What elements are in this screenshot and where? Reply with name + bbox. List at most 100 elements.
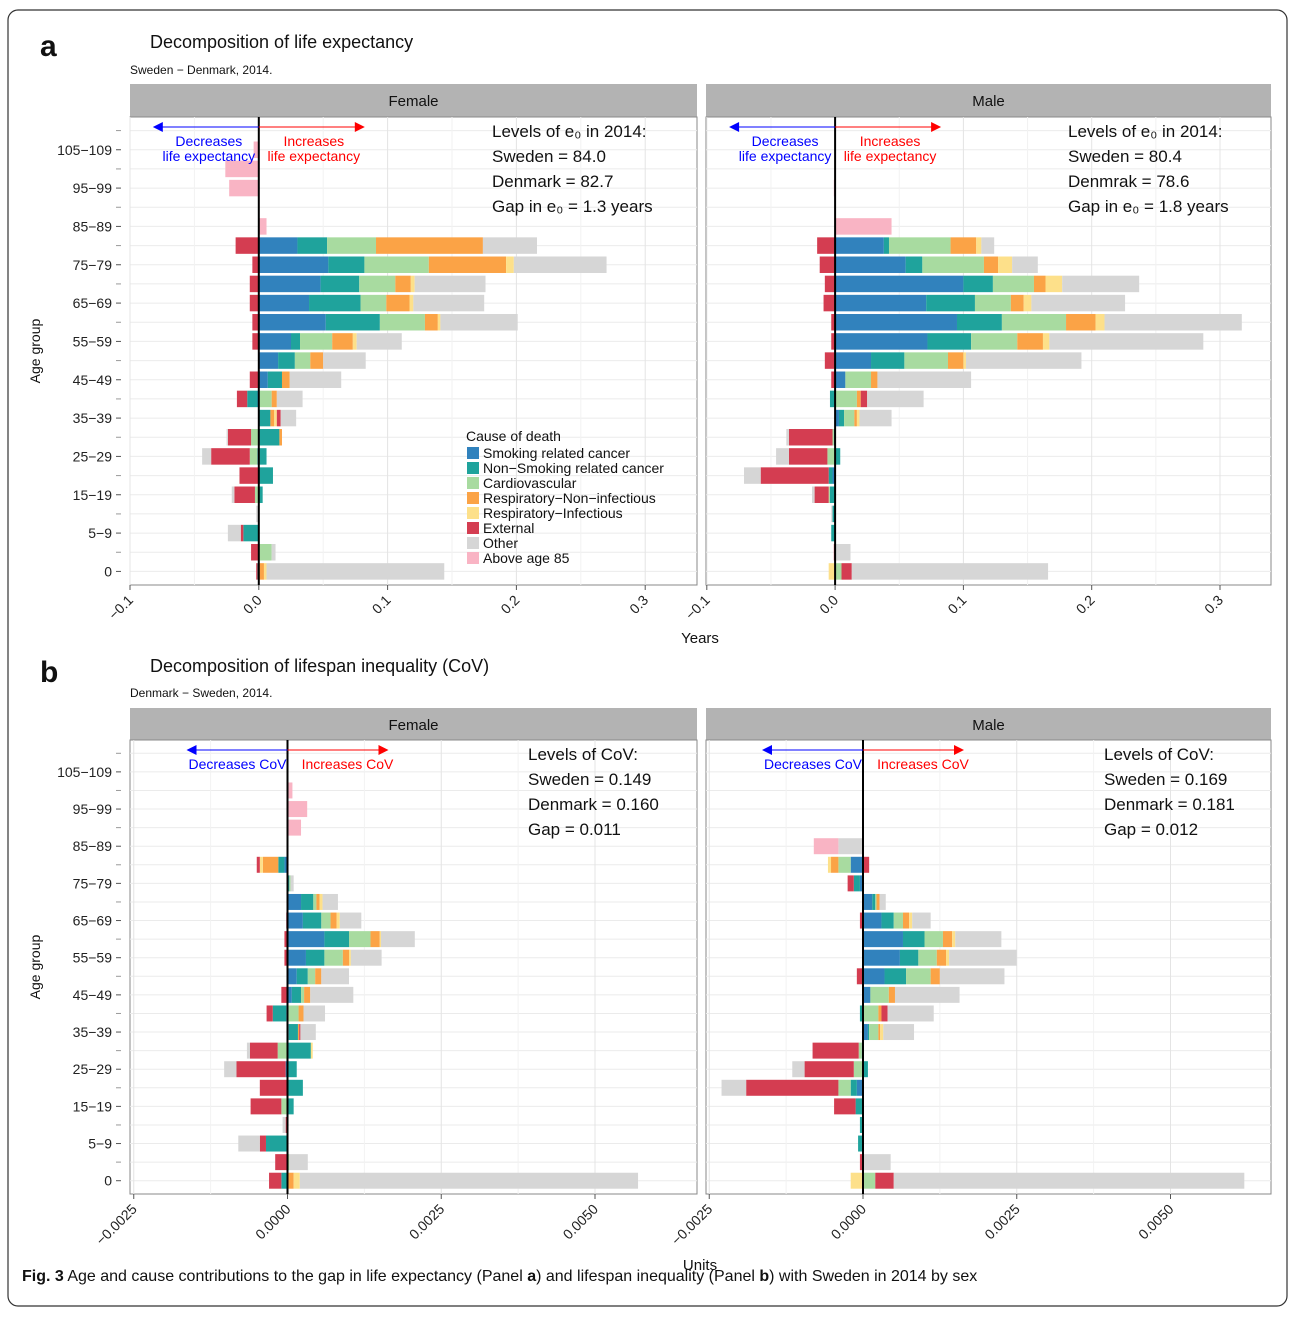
bar-segment (828, 486, 830, 503)
bar-segment (834, 1098, 856, 1115)
bar-segment (249, 1042, 278, 1059)
bar-segment (856, 968, 863, 985)
bar-segment (281, 986, 288, 1003)
bar-segment (888, 237, 951, 254)
bar-segment (258, 486, 263, 503)
bar-segment (893, 912, 903, 929)
plot-area-female (129, 739, 698, 1195)
legend-label: Cardiovascular (483, 475, 577, 491)
bar-segment (287, 1079, 303, 1096)
bar-segment (823, 294, 836, 312)
increase-arrowhead (931, 122, 942, 132)
decrease-label: life expectancy (162, 148, 255, 164)
bar-segment (413, 294, 485, 312)
bar-segment (253, 141, 259, 158)
bar-segment (409, 294, 414, 312)
bar-segment (359, 275, 396, 293)
bar-segment (1045, 275, 1063, 293)
strip-label-female: Female (388, 717, 438, 734)
bar-segment (482, 237, 538, 254)
bar-segment (812, 1042, 859, 1059)
bar-segment (949, 949, 1017, 966)
bar-segment (828, 563, 836, 580)
decrease-arrowhead (729, 122, 740, 132)
bar-segment (325, 314, 380, 331)
bar-segment (289, 875, 291, 892)
bar-segment (258, 275, 321, 293)
bar-segment (296, 968, 308, 985)
bar-segment (992, 275, 1034, 293)
bar-segment (760, 467, 829, 484)
bar-segment (863, 986, 871, 1003)
level-text: Sweden = 84.0 (492, 147, 606, 166)
increase-label: life expectancy (267, 148, 360, 164)
legend-label: Respiratory−Non−infectious (483, 490, 656, 506)
bar-segment (859, 912, 863, 929)
age-tick-label: 45−49 (73, 987, 113, 1003)
bar-segment (251, 544, 259, 561)
bar-segment (835, 256, 906, 273)
age-tick-label: 25−29 (73, 448, 113, 464)
age-tick-label: 45−49 (73, 372, 113, 388)
bar-segment (278, 352, 295, 369)
level-text: Denmark = 0.181 (1104, 795, 1235, 814)
bar-segment (850, 1172, 863, 1189)
bar-segment (265, 1135, 288, 1152)
bar-segment (287, 782, 293, 799)
bar-segment (881, 912, 894, 929)
bar-segment (859, 1005, 863, 1022)
bar-segment (240, 524, 244, 542)
caption-text-3: ) with Sweden in 2014 by sex (769, 1268, 978, 1285)
bar-segment (258, 563, 264, 580)
bar-segment (258, 314, 326, 331)
bar-segment (266, 563, 445, 580)
bar-segment (832, 429, 834, 446)
bar-segment (289, 371, 342, 388)
bar-segment (289, 1154, 308, 1171)
bar-segment (297, 237, 328, 254)
age-tick-label: 95−99 (73, 801, 113, 817)
level-text: Gap = 0.011 (528, 820, 621, 839)
bar-segment (287, 968, 297, 985)
bar-segment (307, 968, 316, 985)
bar-segment (287, 801, 308, 818)
bar-segment (854, 409, 857, 427)
legend-swatch (467, 492, 479, 504)
bar-segment (872, 893, 876, 910)
bar-segment (1049, 333, 1204, 350)
bar-segment (287, 1172, 294, 1189)
bar-segment (814, 486, 829, 503)
age-tick-label: 75−79 (73, 257, 113, 273)
bar-segment (287, 931, 325, 948)
strip-label-female: Female (388, 93, 438, 110)
level-text: Denmrak = 78.6 (1068, 172, 1189, 191)
bar-segment (912, 912, 931, 929)
bar-segment (850, 1079, 857, 1096)
level-text: Levels of CoV: (1104, 745, 1214, 764)
decrease-label: Decreases (175, 133, 242, 149)
bar-segment (883, 1024, 915, 1041)
bar-segment (287, 1005, 299, 1022)
bar-segment (875, 1172, 894, 1189)
bar-segment (904, 352, 949, 369)
panel_a-ylabel: Age group (27, 318, 43, 383)
bar-segment (313, 893, 317, 910)
bar-segment (927, 333, 972, 350)
bar-segment (871, 352, 905, 369)
bar-segment (379, 931, 381, 948)
bar-segment (258, 352, 279, 369)
bar-segment (956, 314, 1002, 331)
bar-segment (252, 314, 259, 331)
bar-segment (315, 968, 322, 985)
bar-segment (981, 237, 995, 254)
bar-segment (863, 949, 900, 966)
bar-segment (1042, 333, 1050, 350)
bar-segment (301, 986, 305, 1003)
age-tick-label: 65−69 (73, 295, 113, 311)
bar-segment (847, 875, 854, 892)
bar-segment (410, 275, 415, 293)
bar-segment (513, 256, 607, 273)
bar-segment (831, 505, 833, 523)
bar-segment (998, 256, 1013, 273)
